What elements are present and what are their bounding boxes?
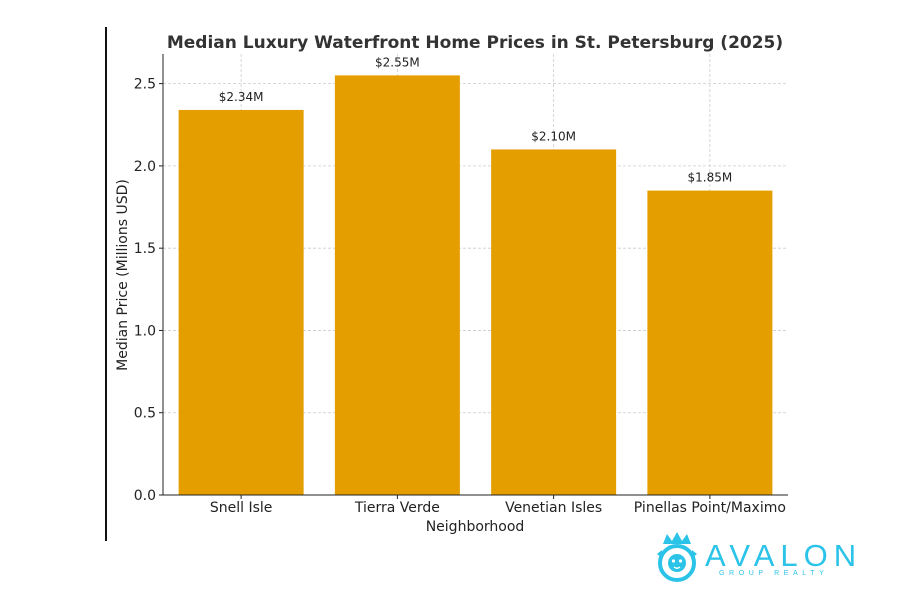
y-tick-label: 1.5 [134, 241, 156, 257]
y-tick-label: 1.0 [134, 323, 156, 339]
x-tick-label: Tierra Verde [354, 500, 440, 516]
bar-value-label: $1.85M [688, 171, 733, 185]
bar [334, 75, 460, 496]
logo-wordmark: AVALON [705, 538, 863, 573]
bar [178, 109, 304, 496]
y-tick-label: 0.0 [134, 488, 156, 504]
bar [491, 149, 617, 495]
x-tick-label: Pinellas Point/Maximo [634, 500, 786, 516]
lion-crest-icon [657, 532, 697, 582]
bars-layer [178, 75, 773, 496]
bar-value-label: $2.55M [375, 55, 420, 69]
axes-layer: 0.0 0.5 1.0 1.5 2.0 2.5 Snell Isle Tierra Verde… [134, 54, 788, 516]
chart-title: Median Luxury Waterfront Home Prices in … [167, 33, 783, 53]
y-tick-label: 2.5 [134, 77, 156, 93]
y-axis-label: Median Price (Millions USD) [115, 179, 131, 371]
x-tick-label: Venetian Isles [505, 500, 602, 516]
bar-value-label: $2.10M [531, 129, 576, 143]
x-tick-label: Snell Isle [210, 500, 273, 516]
brand-logo: AVALON GROUP REALTY [655, 530, 865, 586]
bar-value-label: $2.34M [219, 90, 264, 104]
logo-subtext: GROUP REALTY [719, 570, 829, 577]
y-tick-label: 2.0 [134, 159, 156, 175]
x-axis-label: Neighborhood [426, 519, 525, 535]
bar [647, 190, 773, 495]
y-tick-label: 0.5 [134, 406, 156, 422]
data-labels-layer: $2.34M $2.55M $2.10M $1.85M [219, 55, 732, 184]
